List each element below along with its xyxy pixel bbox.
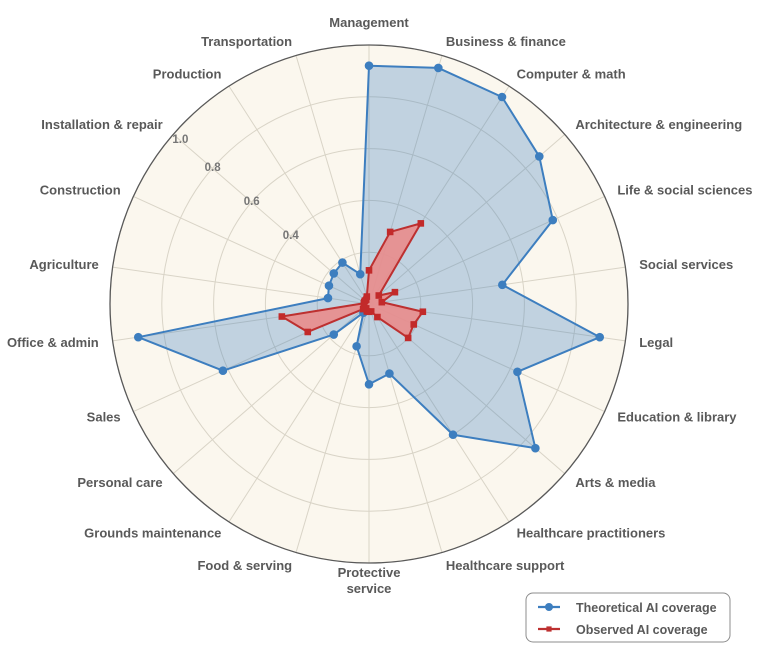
svg-text:Agriculture: Agriculture <box>29 257 98 272</box>
svg-text:Installation & repair: Installation & repair <box>41 117 162 132</box>
svg-text:Transportation: Transportation <box>201 34 292 49</box>
svg-text:Healthcare practitioners: Healthcare practitioners <box>517 526 666 541</box>
svg-text:0.8: 0.8 <box>205 162 222 174</box>
svg-text:Business & finance: Business & finance <box>446 34 566 49</box>
svg-text:Education & library: Education & library <box>617 409 737 424</box>
svg-text:0.4: 0.4 <box>283 230 300 242</box>
svg-text:Social services: Social services <box>639 257 733 272</box>
svg-text:Observed AI coverage: Observed AI coverage <box>576 623 708 637</box>
svg-text:Construction: Construction <box>40 183 121 198</box>
svg-text:Arts & media: Arts & media <box>575 475 656 490</box>
svg-text:Theoretical AI coverage: Theoretical AI coverage <box>576 601 717 615</box>
svg-text:Architecture & engineering: Architecture & engineering <box>575 117 742 132</box>
svg-text:Production: Production <box>153 66 222 81</box>
svg-text:Food & serving: Food & serving <box>197 558 292 573</box>
svg-text:Sales: Sales <box>87 409 121 424</box>
svg-text:Personal care: Personal care <box>77 475 162 490</box>
svg-text:0.6: 0.6 <box>244 196 260 208</box>
svg-text:1.0: 1.0 <box>172 134 188 146</box>
svg-text:Healthcare support: Healthcare support <box>446 558 565 573</box>
svg-text:Legal: Legal <box>639 335 673 350</box>
svg-text:Computer & math: Computer & math <box>517 66 626 81</box>
svg-text:Grounds maintenance: Grounds maintenance <box>84 526 221 541</box>
svg-text:Office & admin: Office & admin <box>7 335 99 350</box>
svg-text:Management: Management <box>329 15 409 30</box>
svg-text:Life & social sciences: Life & social sciences <box>617 183 752 198</box>
